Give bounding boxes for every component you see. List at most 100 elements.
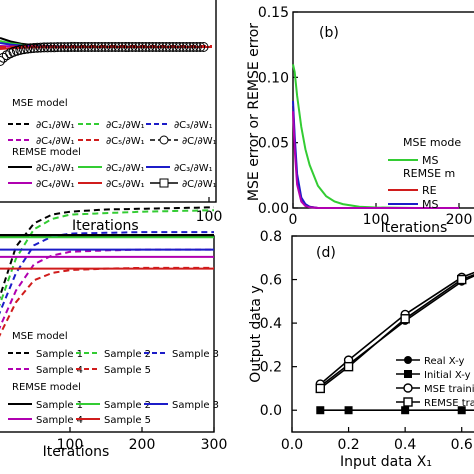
panel-a-marker [35, 42, 46, 53]
panel-a-marker [123, 42, 134, 53]
panel-c-series-line [0, 206, 215, 300]
panel-a-marker [45, 42, 56, 53]
panel-d-ytick-label: 0.2 [260, 360, 282, 376]
panel-c-xlabel: Iterations [43, 444, 110, 460]
panel-d-ytick-label: 0.4 [260, 316, 282, 332]
panel-d-legend-label: Initial X-y [424, 370, 471, 381]
panel-a: 100 Iterations MSE model ∂C₁/∂W₁ ∂C₂/∂W₁ ∂C₃/… [0, 0, 222, 234]
panel-a-marker [52, 42, 63, 53]
panel-a-marker [0, 56, 5, 66]
panel-a-marker [157, 42, 168, 53]
panel-a-legend-mse-label: ∂C₅/∂W₁ [106, 136, 145, 147]
panel-b-legend-label: MS [422, 154, 438, 167]
panel-c-legend-title: MSE model [12, 331, 68, 342]
panel-d-legend-label: Real X-y [424, 356, 465, 367]
panel-c-legend-mse-label: Sample 5 [104, 365, 151, 376]
panel-a-marker [195, 42, 206, 53]
panel-d-frame [291, 235, 474, 433]
panel-b-ytick-label: 0.05 [258, 136, 289, 152]
panel-d-point [457, 406, 466, 415]
panel-b-ytick-label: 0.00 [258, 201, 289, 217]
panel-a-marker [62, 42, 73, 53]
panel-b-xtick-label: 0 [289, 212, 298, 228]
panel-a-marker [49, 42, 60, 53]
panel-a-legend-remse-marker [159, 178, 169, 188]
panel-d-xtick-label: 0.2 [337, 437, 359, 453]
panel-d-legend-label: MSE trainin [424, 384, 474, 395]
panel-a-xlabel: Iterations [72, 218, 139, 234]
panel-d-point [315, 383, 325, 394]
panel-d-legend-label: REMSE tra [424, 398, 474, 409]
panel-c-xtick-label: 100 [57, 437, 84, 453]
panel-a-marker [110, 42, 121, 53]
panel-a-legend-mse-label: ∂C₂/∂W₁ [106, 120, 145, 131]
panel-a-marker [86, 42, 97, 53]
panel-a-marker [181, 42, 192, 53]
panel-c-legend-title: REMSE model [12, 382, 81, 393]
panel-a-marker [76, 42, 87, 53]
panel-a-marker [188, 42, 199, 53]
panel-a-marker [147, 42, 158, 53]
panel-a-legend-title: REMSE model [12, 147, 81, 158]
panel-a-marker [161, 42, 172, 53]
panel-a-marker [178, 42, 189, 53]
panel-a-marker [100, 42, 111, 53]
panel-b-legend-title: MSE mode [403, 136, 461, 149]
panel-b-legend-label: MS [422, 198, 438, 211]
panel-a-marker [167, 42, 178, 53]
panel-c-legend-mse-label: Sample 2 [104, 349, 151, 360]
panel-a-marker [137, 42, 148, 53]
panel-a-marker [56, 42, 67, 53]
panel-b-ytick-label: 0.15 [258, 5, 289, 21]
panel-a-marker [130, 42, 141, 53]
panel-a-marker [140, 42, 151, 53]
panel-a-marker [117, 42, 128, 53]
panel-a-marker [171, 42, 182, 53]
panel-d: 0.0 0.2 0.4 0.6 0.8 0.0 0.2 0.4 0.6 Input data X₁… [248, 229, 474, 470]
panel-c-legend-mse-label: Sample 3 [172, 349, 219, 360]
panel-c-legend-remse-label: Sample 5 [104, 415, 151, 426]
panel-a-marker [89, 42, 100, 53]
panel-a-legend-remse-label: ∂C₁/∂W₁ [36, 163, 75, 174]
panel-d-point [344, 406, 353, 415]
panel-a-frame [0, 0, 217, 203]
panel-a-marker [198, 42, 209, 52]
panel-a-marker [184, 42, 195, 53]
panel-a-marker [28, 42, 39, 53]
panel-c-series-line [0, 231, 214, 315]
panel-d-xtick-label: 0.0 [281, 437, 303, 453]
panel-c-series-line [0, 266, 214, 337]
panel-d-xlabel: Input data X₁ [340, 454, 432, 470]
panel-d-label: (d) [316, 245, 336, 261]
panel-a-legend-mse-label: ∂C₃/∂W₁ [174, 120, 213, 131]
panel-b-legend-label: RE [422, 184, 437, 197]
panel-a-marker [69, 42, 80, 53]
panel-a-legend-remse-label: ∂C₅/∂W₁ [106, 179, 145, 190]
panel-a-marker [154, 42, 165, 53]
panel-c-legend-remse-label: Sample 3 [172, 400, 219, 411]
panel-a-marker [103, 42, 114, 53]
panel-d-legend-marker [403, 383, 413, 393]
panel-b-ytick-label: 0.10 [258, 70, 289, 86]
panel-a-marker [113, 42, 124, 53]
panel-d-xtick-label: 0.6 [451, 437, 473, 453]
panel-a-legend-title: MSE model [12, 98, 68, 109]
panel-b-ylabel: MSE error or REMSE error [246, 23, 262, 201]
panel-a-marker [42, 42, 53, 53]
panel-b-xlabel: Iterations [381, 220, 448, 236]
panel-a-marker [59, 42, 70, 53]
panel-c-series-line [0, 209, 215, 307]
panel-d-legend-marker [403, 397, 413, 407]
panel-a-marker [93, 42, 104, 53]
panel-a-legend-remse-label: ∂C/∂W₁ [182, 179, 217, 190]
panel-a-marker [174, 42, 185, 53]
panel-d-legend-marker [404, 370, 412, 378]
panel-a-legend-mse-label: ∂C₁/∂W₁ [36, 120, 75, 131]
panel-b-legend-title: REMSE m [403, 167, 455, 180]
panel-a-marker [0, 52, 9, 63]
panel-a-marker [18, 44, 29, 55]
panel-b-xtick-label: 200 [446, 212, 473, 228]
panel-a-marker [83, 42, 94, 53]
